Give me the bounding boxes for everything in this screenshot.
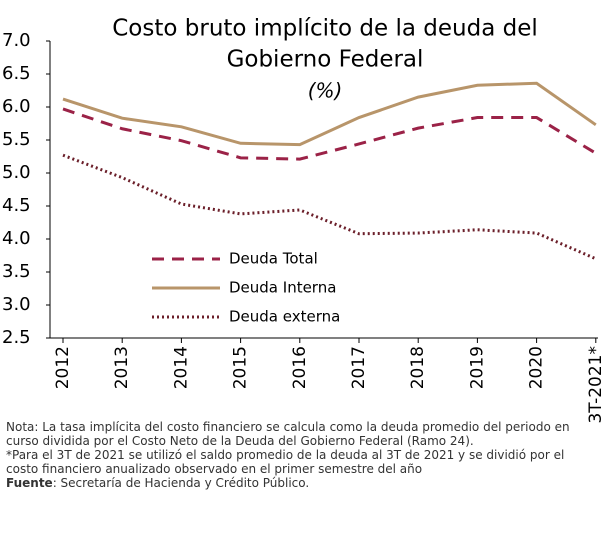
y-tick-label: 6.0 [2,96,31,117]
series-line [62,153,597,261]
y-tick-label: 4.0 [2,228,31,249]
x-tick-label: 2012 [53,346,73,389]
legend-label: Deuda externa [229,308,340,326]
x-tick-label: 2015 [231,346,251,389]
source-label: Fuente [6,476,53,490]
x-tick-label: 2018 [408,346,428,389]
y-tick-label: 7.0 [2,30,31,51]
x-tick-label: 2017 [349,346,369,389]
series-line [62,81,597,147]
source: Fuente: Secretaría de Hacienda y Crédito… [6,476,596,490]
x-tick-label: 2020 [527,346,547,389]
series-line [62,107,597,161]
x-tick-label: 3T-2021* [586,346,603,424]
chart-title: Costo bruto implícito de la deuda del [112,16,538,42]
y-tick-label: 4.5 [2,195,31,216]
y-tick-label: 2.5 [2,327,31,348]
note: Nota: La tasa implícita del costo financ… [6,420,570,448]
note: *Para el 3T de 2021 se utilizó el saldo … [6,448,565,476]
legend-label: Deuda Interna [229,279,336,297]
legend-label: Deuda Total [229,250,318,268]
x-tick-label: 2013 [112,346,132,389]
chart-subtitle: (%) [308,79,343,103]
x-tick-label: 2014 [171,346,191,389]
source-text: : Secretaría de Hacienda y Crédito Públi… [52,476,310,490]
y-tick-label: 6.5 [2,63,31,84]
y-tick-label: 5.0 [2,162,31,183]
notes: Nota: La tasa implícita del costo financ… [6,420,596,490]
x-tick-label: 2016 [290,346,310,389]
chart-title: Gobierno Federal [227,47,424,73]
y-tick-label: 3.5 [2,261,31,282]
y-tick-label: 3.0 [2,294,31,315]
y-tick-label: 5.5 [2,129,31,150]
x-tick-label: 2019 [467,346,487,389]
